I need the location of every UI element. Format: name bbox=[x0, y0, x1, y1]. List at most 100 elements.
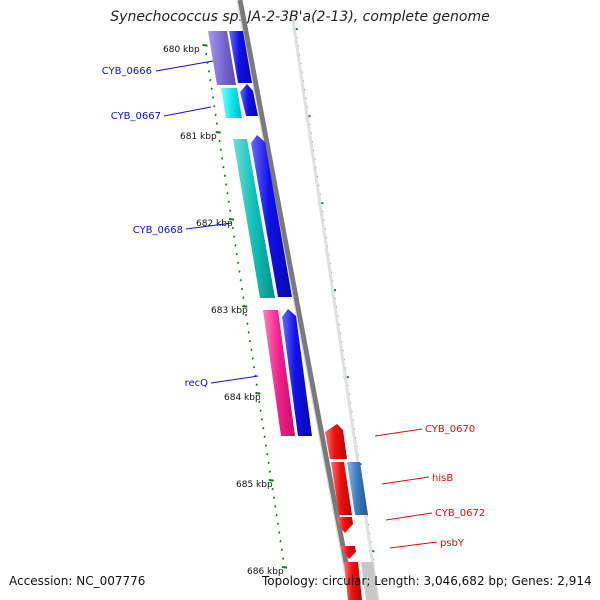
minor-tick-mark bbox=[266, 452, 269, 456]
minor-tick-mark bbox=[240, 287, 244, 291]
genome-title: Synechococcus sp. JA-2-3B'a(2-13), compl… bbox=[110, 9, 490, 25]
minor-tick-mark bbox=[227, 200, 230, 204]
gene-label-psby[interactable]: psbY bbox=[440, 538, 465, 549]
minor-tick-mark bbox=[282, 557, 285, 560]
minor-tick-mark bbox=[218, 139, 221, 143]
minor-tick-mark bbox=[244, 313, 248, 317]
major-tick-mark bbox=[281, 566, 288, 569]
minor-tick-mark bbox=[267, 461, 270, 465]
genome-backbone bbox=[237, 0, 356, 600]
minor-tick-mark bbox=[242, 296, 245, 299]
minor-tick-mark bbox=[222, 165, 225, 169]
minor-tick-mark bbox=[264, 444, 268, 447]
tick-label: 686 kbp bbox=[247, 567, 284, 577]
gene-bottom-inner-feature bbox=[361, 562, 378, 600]
minor-tick-mark bbox=[205, 52, 208, 56]
gene-hisb-feature[interactable] bbox=[331, 462, 352, 515]
minor-tick-mark bbox=[272, 496, 276, 499]
minor-tick-mark bbox=[280, 548, 283, 552]
minor-tick-mark bbox=[279, 539, 282, 543]
tick-label: 682 kbp bbox=[196, 219, 233, 229]
minor-tick-mark bbox=[233, 235, 236, 238]
minor-tick-mark bbox=[237, 261, 240, 265]
minor-tick-mark bbox=[278, 531, 281, 534]
leader-psby bbox=[389, 541, 438, 549]
minor-tick-mark bbox=[235, 252, 238, 256]
leader-hisb bbox=[381, 476, 430, 485]
leader-cyb0668 bbox=[185, 222, 233, 230]
minor-tick-mark bbox=[226, 191, 229, 195]
gene-cyb0667-arrow[interactable] bbox=[240, 84, 258, 116]
leader-cyb0666 bbox=[155, 60, 214, 72]
minor-tick-mark bbox=[255, 383, 258, 386]
gene-cyb0667-feature[interactable] bbox=[221, 88, 242, 118]
minor-tick-mark bbox=[268, 470, 272, 473]
tick-label: 680 kbp bbox=[163, 45, 200, 55]
minor-tick-mark bbox=[262, 426, 265, 430]
gene-label-hisb[interactable]: hisB bbox=[432, 473, 453, 484]
gene-cyb0668-arrow[interactable] bbox=[251, 135, 292, 297]
minor-tick-mark bbox=[231, 226, 234, 230]
minor-tick-mark bbox=[214, 113, 217, 117]
minor-tick-mark bbox=[260, 418, 264, 421]
minor-tick-mark bbox=[225, 183, 228, 186]
gene-cyb0666-arrow[interactable] bbox=[229, 31, 252, 83]
gene-label-cyb0667[interactable]: CYB_0667 bbox=[111, 111, 161, 122]
gene-psby-feature[interactable] bbox=[341, 546, 356, 559]
minor-tick-mark bbox=[271, 487, 274, 491]
genome-backbone-highlight bbox=[236, 0, 351, 600]
minor-tick-mark bbox=[238, 270, 241, 273]
minor-tick-mark bbox=[211, 96, 215, 99]
minor-tick-mark bbox=[219, 148, 223, 151]
gene-bottom-feature[interactable] bbox=[344, 562, 362, 600]
minor-tick-mark bbox=[246, 322, 249, 325]
minor-tick-mark bbox=[276, 522, 279, 526]
gene-label-cyb0668[interactable]: CYB_0668 bbox=[133, 225, 183, 236]
genome-summary-text: Topology: circular; Length: 3,046,682 bp… bbox=[262, 574, 592, 588]
gene-recq-arrow[interactable] bbox=[282, 309, 312, 436]
gene-cyb0668-feature[interactable] bbox=[233, 139, 275, 298]
minor-tick-mark bbox=[223, 174, 226, 178]
minor-tick-mark bbox=[248, 339, 252, 343]
major-tick-mark bbox=[255, 392, 261, 395]
leader-recq bbox=[210, 375, 259, 384]
major-tick-mark bbox=[202, 44, 208, 47]
minor-tick-mark bbox=[252, 365, 256, 369]
tick-label: 683 kbp bbox=[211, 306, 248, 316]
gene-recq-feature[interactable] bbox=[263, 310, 295, 436]
minor-tick-mark bbox=[274, 505, 277, 508]
gene-hisb-inner-feature[interactable] bbox=[347, 462, 368, 515]
minor-tick-mark bbox=[247, 331, 250, 334]
accession-text: Accession: NC_007776 bbox=[9, 574, 146, 588]
minor-tick-mark bbox=[239, 278, 242, 282]
major-tick-mark bbox=[242, 305, 248, 308]
minor-tick-mark bbox=[213, 104, 216, 108]
minor-tick-mark bbox=[207, 70, 211, 73]
gene-label-recq[interactable]: recQ bbox=[185, 378, 209, 389]
gene-label-cyb0672[interactable]: CYB_0672 bbox=[435, 508, 485, 519]
gene-cyb0672-feature[interactable] bbox=[337, 517, 353, 533]
minor-tick-mark bbox=[234, 244, 237, 247]
minor-tick-mark bbox=[221, 157, 224, 160]
minor-tick-mark bbox=[259, 409, 262, 412]
major-tick-mark bbox=[228, 218, 235, 221]
minor-tick-mark bbox=[251, 357, 254, 360]
gene-label-cyb0666[interactable]: CYB_0666 bbox=[102, 66, 152, 77]
coordinate-labels: 680 kbp 681 kbp 682 kbp 683 kbp 684 kbp … bbox=[163, 45, 284, 577]
gene-cyb0666-feature[interactable] bbox=[208, 31, 236, 85]
gene-label-cyb0670[interactable]: CYB_0670 bbox=[425, 424, 475, 435]
minor-tick-mark bbox=[258, 400, 261, 404]
tick-label: 684 kbp bbox=[224, 393, 261, 403]
leader-cyb0667 bbox=[163, 106, 212, 117]
gene-cyb0670-feature[interactable] bbox=[325, 424, 347, 459]
leader-cyb0670 bbox=[374, 428, 423, 437]
major-tick-mark bbox=[215, 131, 221, 134]
tick-label: 685 kbp bbox=[236, 480, 273, 490]
minor-tick-mark bbox=[210, 87, 213, 91]
leader-cyb0672 bbox=[385, 512, 433, 521]
major-tick-mark bbox=[268, 479, 274, 482]
tick-label: 681 kbp bbox=[180, 132, 217, 142]
minor-tick-mark bbox=[229, 209, 232, 212]
